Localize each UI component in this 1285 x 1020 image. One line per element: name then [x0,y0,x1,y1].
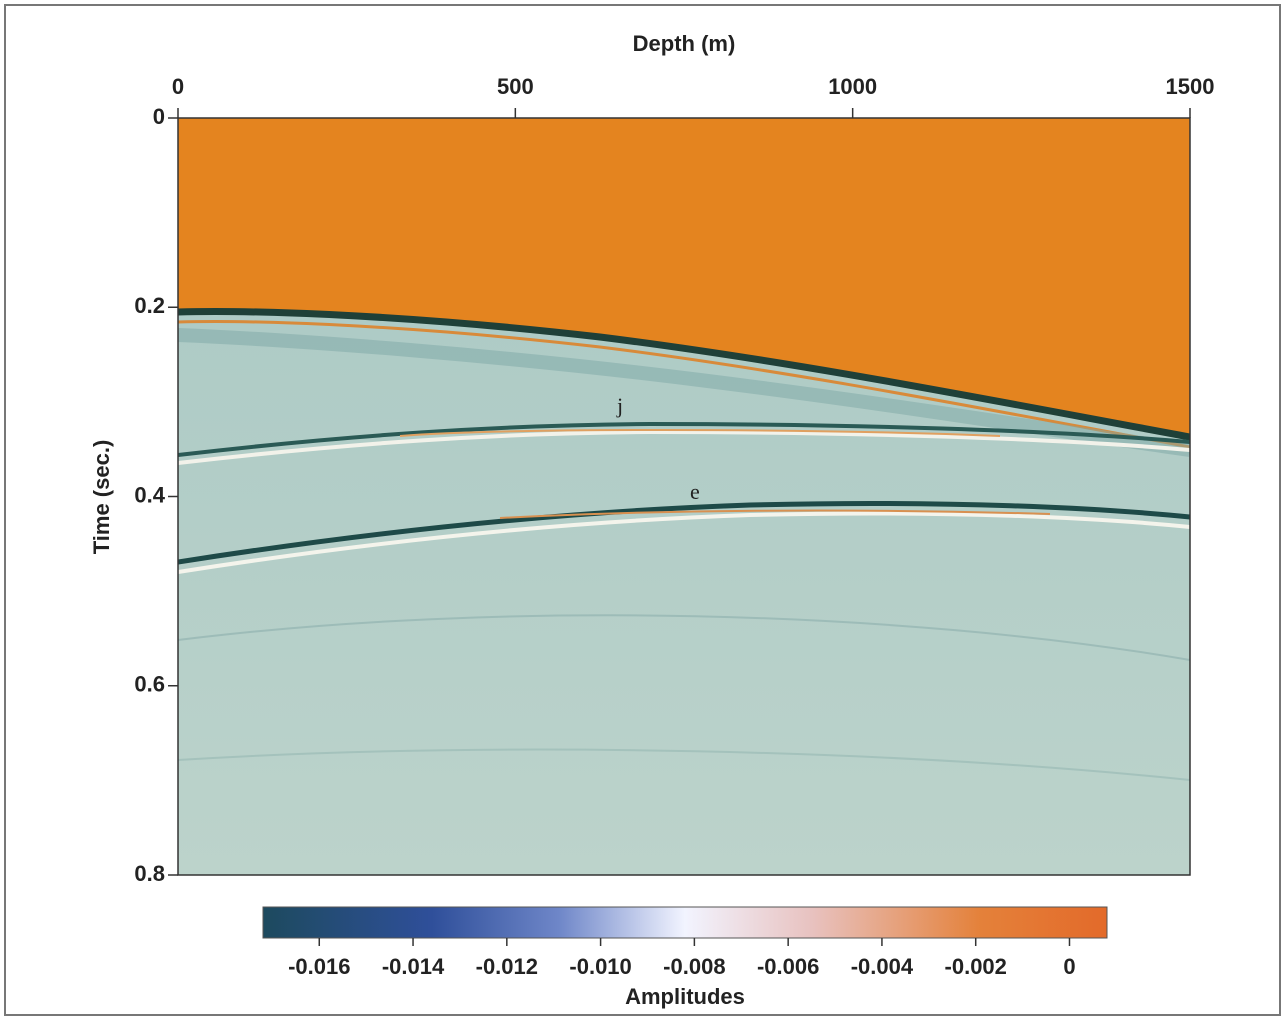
annotation: e [690,479,700,504]
colorbar-tick-label: 0 [1063,954,1075,979]
y-tick-label: 0.2 [134,293,165,318]
seismic-image [178,118,1190,875]
x-tick-label: 500 [497,74,534,99]
chart: Depth (m) Time (sec.) j e Amplitudes 0 50… [0,0,1285,1020]
x-axis-label: Depth (m) [633,31,736,56]
x-tick-label: 1500 [1166,74,1215,99]
y-axis-label: Time (sec.) [89,440,114,555]
x-tick-label: 1000 [828,74,877,99]
colorbar-label: Amplitudes [625,984,745,1009]
y-tick-label: 0.8 [134,861,165,886]
colorbar-tick-label: -0.006 [757,954,819,979]
y-tick-label: 0 [153,104,165,129]
annotation: j [616,393,623,418]
colorbar-tick-label: -0.004 [851,954,914,979]
colorbar-tick-label: -0.012 [476,954,538,979]
colorbar [263,907,1107,938]
x-tick-label: 0 [172,74,184,99]
colorbar-tick-label: -0.002 [945,954,1007,979]
y-tick-label: 0.6 [134,672,165,697]
y-tick-label: 0.4 [134,482,165,507]
colorbar-tick-label: -0.014 [382,954,445,979]
colorbar-tick-label: -0.008 [663,954,725,979]
colorbar-tick-label: -0.010 [569,954,631,979]
colorbar-tick-label: -0.016 [288,954,350,979]
